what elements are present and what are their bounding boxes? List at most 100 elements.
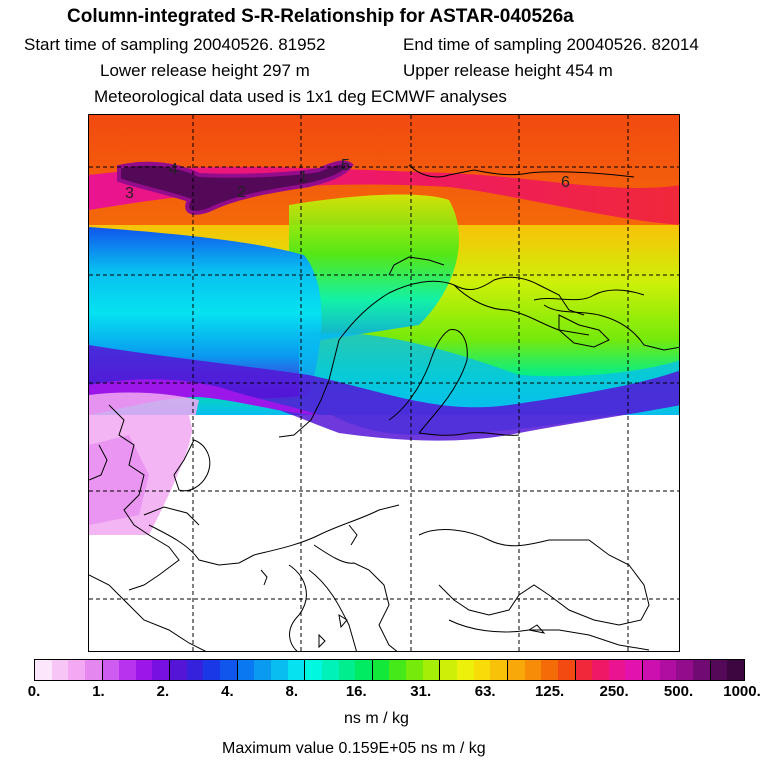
field-central-plume — [289, 194, 459, 345]
coast-barents — [533, 289, 645, 301]
coast-arctic — [388, 164, 635, 276]
color-scale-segment — [84, 660, 103, 680]
coast-italy-west — [288, 564, 307, 651]
coastlines — [89, 164, 679, 651]
plot-title: Column-integrated S-R-Relationship for A… — [67, 6, 574, 27]
color-scale-segment — [440, 660, 458, 680]
color-scale-segment — [524, 660, 542, 680]
color-scale-tick-label: 2. — [156, 683, 170, 700]
color-scale-segment — [406, 660, 423, 680]
color-scale-segment — [625, 660, 644, 680]
color-scale-segment — [575, 660, 593, 680]
color-scale-segment — [68, 660, 85, 680]
color-scale-segment — [51, 660, 69, 680]
units-label: ns m / kg — [344, 710, 409, 727]
island-1 — [558, 314, 610, 348]
coast-norway-south — [173, 439, 211, 492]
end-time-label: End time of sampling 20040526. 82014 — [403, 35, 699, 54]
color-scale-segment — [338, 660, 356, 680]
color-scale-segment — [372, 660, 390, 680]
color-scale-segment — [643, 660, 660, 680]
island-cyprus — [527, 624, 546, 634]
color-scale-segment — [457, 660, 474, 680]
lat-lon-grid — [89, 115, 679, 651]
trajectory-label-6: 6 — [561, 174, 570, 191]
color-scale-segment — [186, 660, 204, 680]
coast-baltic-south — [253, 504, 400, 556]
color-scale-tick-label: 4. — [221, 683, 234, 700]
color-scale-segment — [659, 660, 677, 680]
field-white-hole — [189, 415, 289, 460]
color-scale-segment — [203, 660, 221, 680]
coast-france — [89, 574, 207, 651]
maximum-value-label: Maximum value 0.159E+05 ns m / kg — [222, 740, 486, 757]
color-scale-bar — [34, 659, 745, 681]
lower-release-label: Lower release height 297 m — [100, 61, 310, 80]
coast-kola — [453, 284, 590, 336]
color-scale-segment — [727, 660, 744, 680]
color-scale-segment — [676, 660, 693, 680]
coast-balkans — [313, 544, 398, 651]
color-scale-segment — [152, 660, 171, 680]
trajectory-label-1: 1 — [299, 169, 308, 186]
coast-small-islands — [260, 524, 358, 586]
color-scale-segment — [490, 660, 508, 680]
color-scale-segment — [237, 660, 255, 680]
color-scale-segment — [287, 660, 306, 680]
color-scale-segment — [170, 660, 187, 680]
trajectory-label-2: 2 — [237, 184, 246, 201]
field-purple-edge — [89, 379, 319, 415]
color-scale-tick-label: 125. — [535, 683, 565, 700]
color-scale-segment — [710, 660, 728, 680]
map-canvas: 3 4 2 1 5 6 — [89, 115, 679, 651]
color-scale-segment — [119, 660, 136, 680]
upper-release-label: Upper release height 454 m — [403, 61, 613, 80]
trajectory-label-5: 5 — [341, 157, 350, 174]
trajectory-label-3: 3 — [125, 185, 134, 202]
color-scale-segment — [422, 660, 441, 680]
color-scale-segment — [592, 660, 609, 680]
coast-white-sea — [543, 304, 679, 351]
color-scale-segment — [270, 660, 288, 680]
coast-turkey — [448, 619, 650, 651]
color-scale-segment — [608, 660, 626, 680]
color-scale-segment — [102, 660, 120, 680]
coast-norway — [278, 339, 340, 438]
color-scale-segment — [321, 660, 339, 680]
color-scale-tick-label: 1. — [92, 683, 105, 700]
coast-britain — [108, 404, 180, 591]
coast-baltic — [388, 329, 468, 434]
color-scale-tick-label: 16. — [345, 683, 367, 700]
color-scale-segment — [473, 660, 491, 680]
color-scale-tick-label: 500. — [663, 683, 694, 700]
color-scale-segment — [254, 660, 271, 680]
color-scale-tick-label: 63. — [474, 683, 496, 700]
coast-ireland — [89, 444, 108, 481]
color-scale-segment — [355, 660, 373, 680]
color-scale-segment — [692, 660, 711, 680]
color-scale-tick-label: 31. — [410, 683, 432, 700]
color-scale-segment — [389, 660, 407, 680]
field-blue-edge — [89, 345, 679, 441]
color-scale-tick-label: 0. — [27, 683, 41, 700]
met-data-label: Meteorological data used is 1x1 deg ECMW… — [94, 87, 507, 106]
color-scale-tick-label: 250. — [599, 683, 629, 700]
coast-gulf-finland — [418, 432, 520, 436]
field-pink-spots — [89, 435, 149, 525]
trajectory-label-4: 4 — [169, 161, 178, 178]
coast-black-sea — [418, 529, 650, 626]
islands-mediterranean — [318, 613, 348, 649]
color-scale-tick-label: 8. — [285, 683, 299, 700]
color-scale-segment — [220, 660, 238, 680]
coast-north-sea — [143, 506, 200, 526]
coast-denmark — [148, 524, 255, 566]
color-scale-segment — [557, 660, 576, 680]
start-time-label: Start time of sampling 20040526. 81952 — [24, 35, 326, 54]
map-panel: 3 4 2 1 5 6 — [88, 114, 680, 652]
color-scale-tick-label: 1000. — [723, 683, 761, 700]
color-scale-segment — [35, 660, 52, 680]
color-scale-segment — [541, 660, 558, 680]
trajectory-plume-edge — [117, 160, 354, 215]
color-scale-segment — [135, 660, 153, 680]
color-scale-segment — [507, 660, 525, 680]
